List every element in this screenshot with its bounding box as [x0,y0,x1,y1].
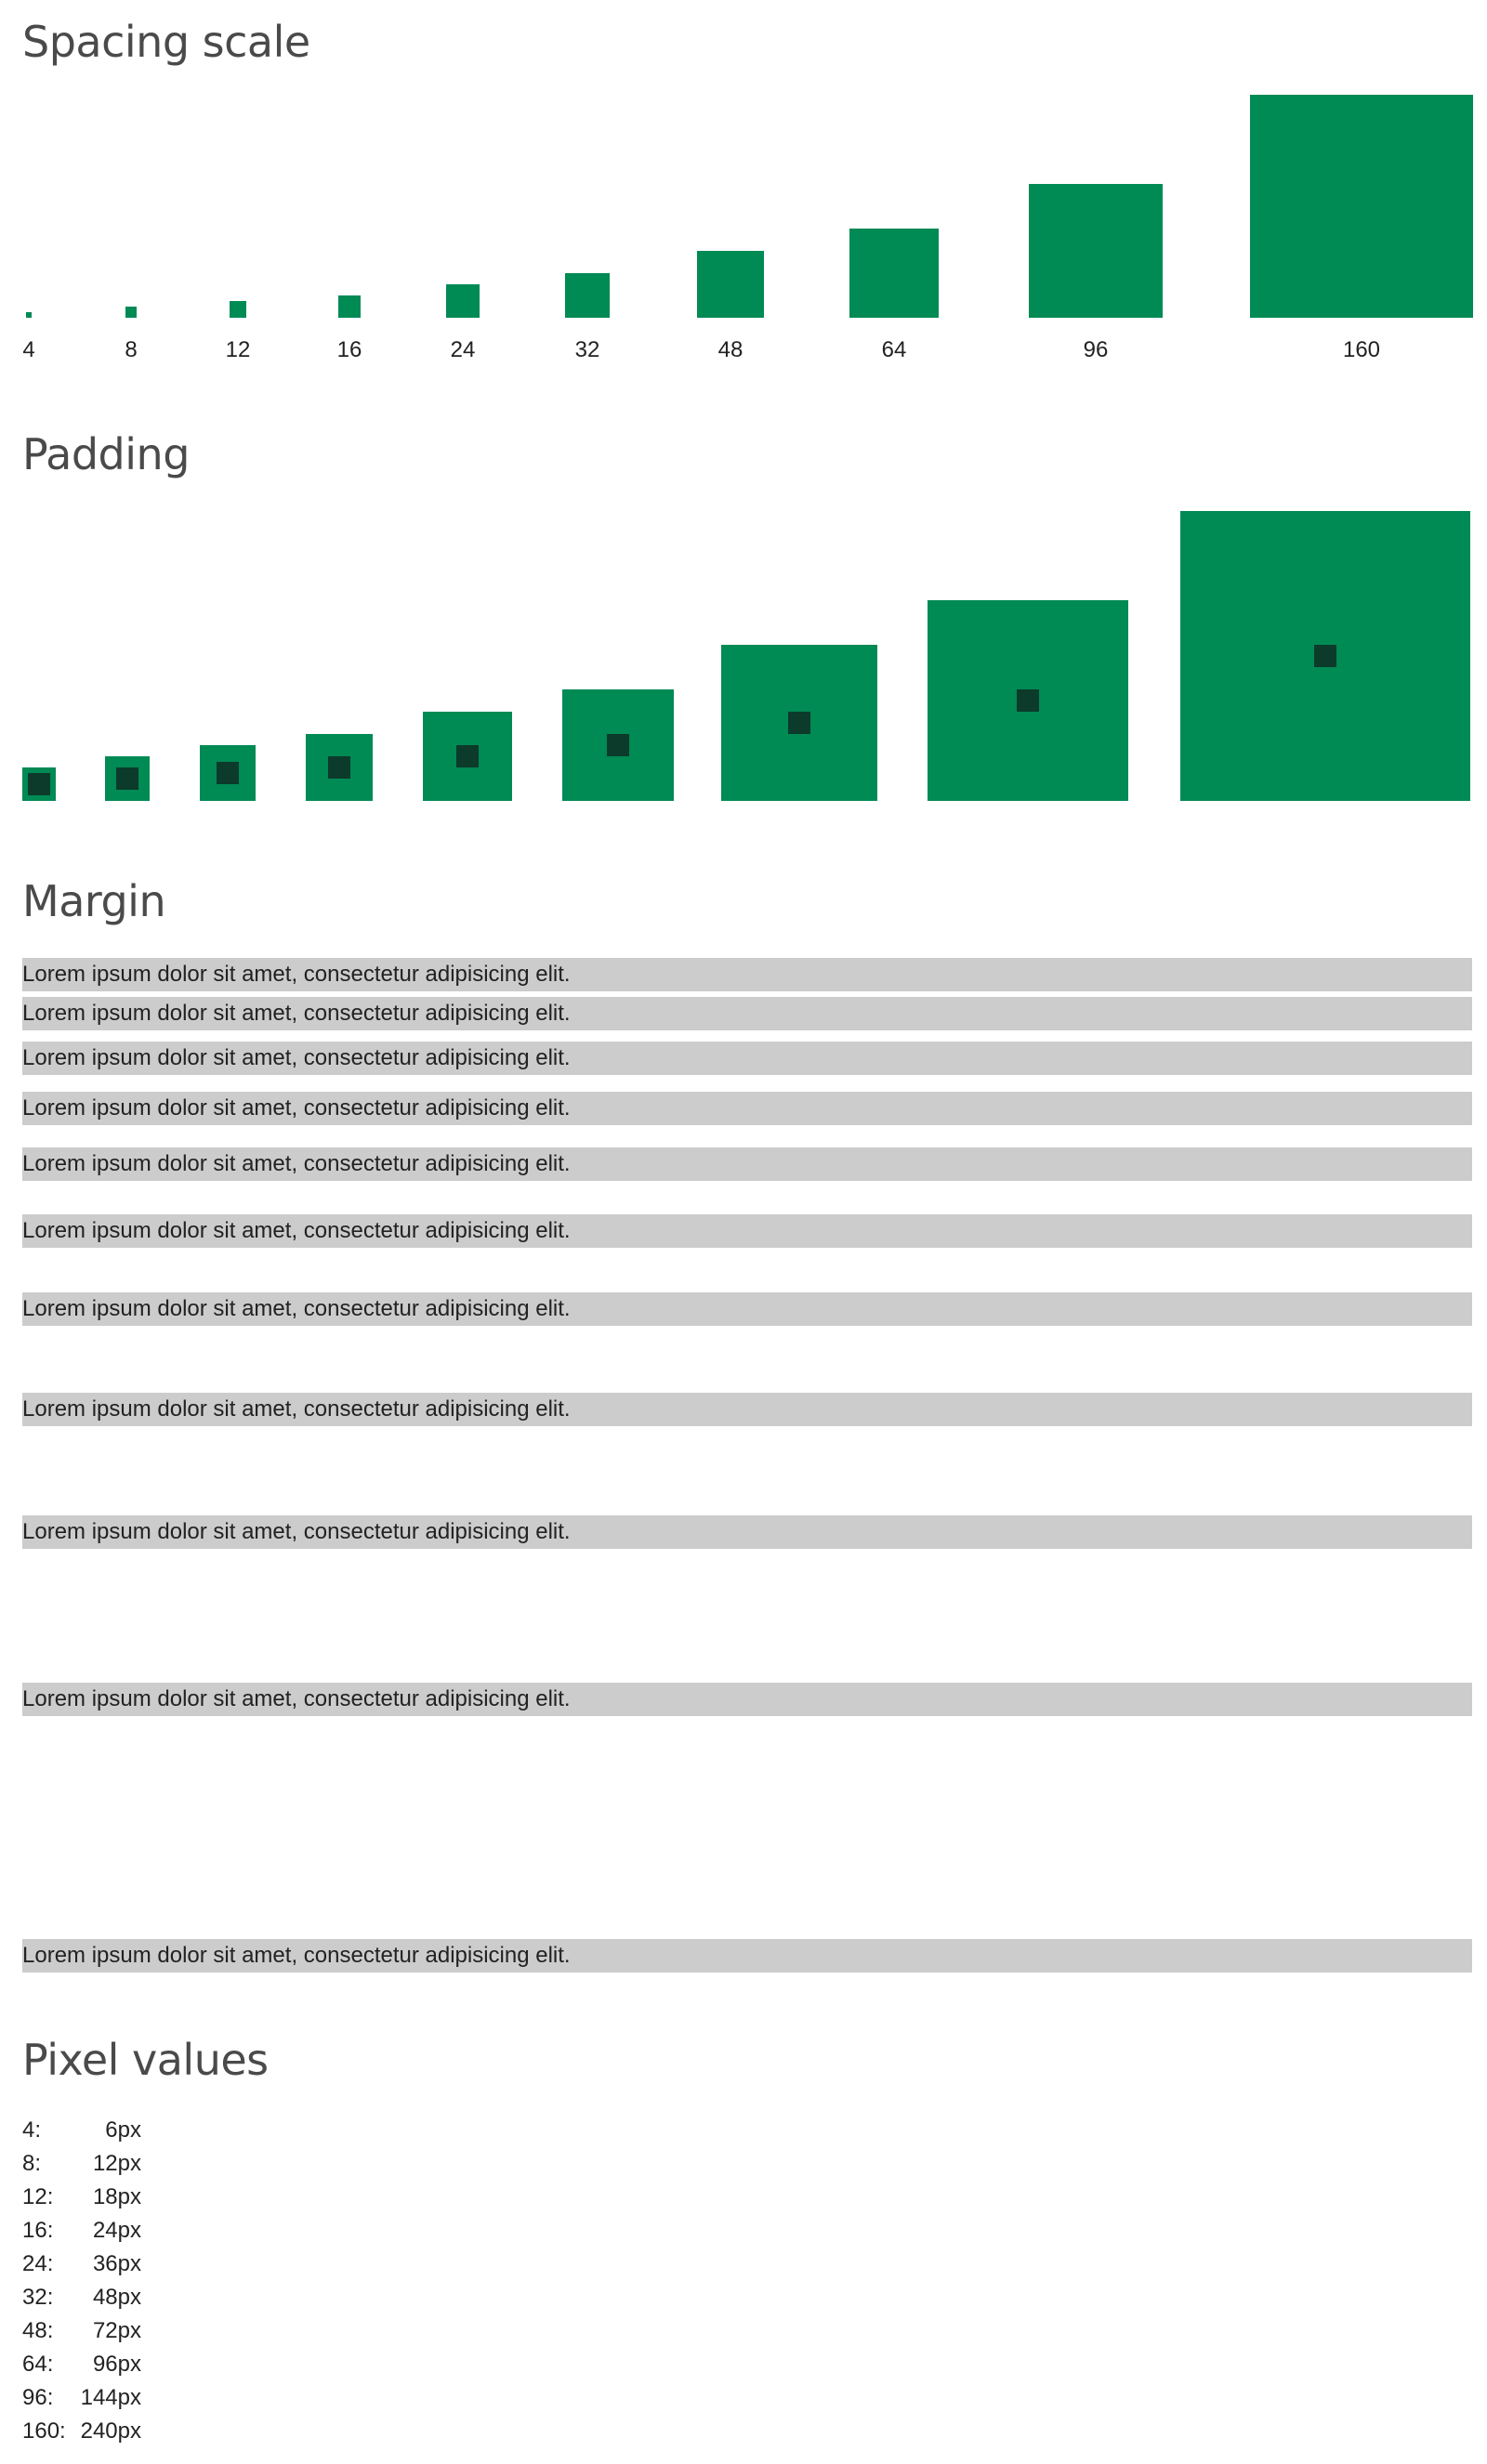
pixel-value-key: 12: [22,2184,54,2209]
margin-row: Lorem ipsum dolor sit amet, consectetur … [22,1683,1472,1716]
padding-box-24 [423,712,512,801]
pixel-value-px: 6px [105,2117,141,2143]
pixel-value-key: 48: [22,2318,54,2343]
scale-box-16 [338,295,361,318]
padding-box-16 [306,734,373,801]
pixel-value-key: 32: [22,2285,54,2310]
scale-label-96: 96 [1083,337,1109,362]
scale-label-12: 12 [225,337,251,362]
pixel-value-key: 160: [22,2418,66,2444]
pixel-value-px: 144px [80,2385,141,2410]
pixel-value-px: 72px [92,2318,141,2343]
pixel-values-heading: Pixel values [22,2035,269,2085]
margin-row: Lorem ipsum dolor sit amet, consectetur … [22,1393,1472,1426]
pixel-value-key: 8: [22,2151,42,2176]
scale-box-8 [125,307,137,318]
padding-box-8 [105,756,150,801]
scale-label-64: 64 [881,337,907,362]
pixel-value-key: 16: [22,2218,54,2243]
scale-box-24 [446,284,480,318]
pixel-value-px: 48px [92,2285,141,2310]
margin-row: Lorem ipsum dolor sit amet, consectetur … [22,1292,1472,1326]
padding-box-96 [1180,511,1470,801]
scale-label-48: 48 [717,337,744,362]
scale-box-12 [230,301,246,318]
padding-content-square [607,734,629,756]
padding-content-square [1017,689,1039,712]
scale-label-4: 4 [22,337,35,362]
pixel-value-px: 36px [92,2251,141,2276]
pixel-value-px: 240px [80,2418,141,2444]
margin-row: Lorem ipsum dolor sit amet, consectetur … [22,1147,1472,1181]
padding-box-12 [200,745,256,801]
pixel-value-px: 96px [92,2352,141,2377]
scale-box-160 [1250,95,1473,318]
pixel-value-key: 24: [22,2251,54,2276]
padding-content-square [328,756,350,779]
scale-label-32: 32 [574,337,600,362]
margin-row: Lorem ipsum dolor sit amet, consectetur … [22,1092,1472,1125]
margin-row: Lorem ipsum dolor sit amet, consectetur … [22,1214,1472,1248]
margin-row: Lorem ipsum dolor sit amet, consectetur … [22,1515,1472,1549]
pixel-value-key: 96: [22,2385,54,2410]
scale-box-96 [1029,184,1163,318]
scale-box-64 [849,229,939,318]
padding-content-square [788,712,810,734]
margin-row: Lorem ipsum dolor sit amet, consectetur … [22,1042,1472,1075]
padding-content-square [217,762,239,784]
padding-box-64 [928,600,1128,801]
scale-label-160: 160 [1342,337,1381,362]
spacing-page: Spacing scale 4 8 12 16 24 32 48 64 96 160 Paddin… [22,0,1473,2464]
scale-box-4 [26,312,32,318]
padding-content-square [28,773,50,795]
padding-content-square [116,767,138,790]
scale-box-32 [565,273,610,318]
padding-box-48 [721,645,877,801]
pixel-value-key: 4: [22,2117,42,2143]
scale-box-48 [697,251,764,318]
pixel-value-px: 12px [92,2151,141,2176]
margin-row: Lorem ipsum dolor sit amet, consectetur … [22,1939,1472,1973]
pixel-value-key: 64: [22,2352,54,2377]
padding-heading: Padding [22,429,190,479]
scale-label-24: 24 [450,337,476,362]
padding-content-square [1314,645,1336,667]
pixel-value-px: 24px [92,2218,141,2243]
padding-content-square [456,745,479,767]
spacing-scale-heading: Spacing scale [22,17,310,67]
scale-label-16: 16 [336,337,362,362]
padding-box-4 [22,767,56,801]
margin-row: Lorem ipsum dolor sit amet, consectetur … [22,997,1472,1030]
margin-row: Lorem ipsum dolor sit amet, consectetur … [22,958,1472,991]
scale-label-8: 8 [125,337,138,362]
margin-heading: Margin [22,876,166,926]
pixel-value-px: 18px [92,2184,141,2209]
padding-box-32 [562,689,674,801]
